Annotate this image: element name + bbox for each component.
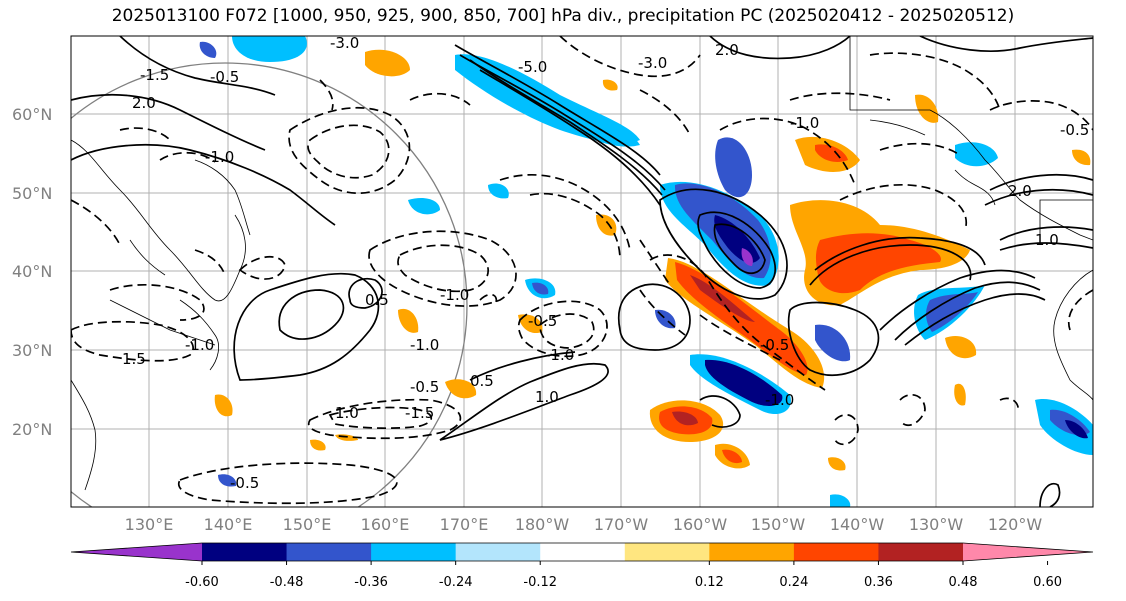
contour-label: 2.0 [715, 41, 739, 59]
contour-label: -0.5 [230, 474, 259, 492]
map-content: -3.0 -0.5 -1.5 2.0 -1.0 -5.0 -3.0 2.0 -1… [71, 34, 1093, 507]
colorbar-tick-label: 0.48 [949, 575, 978, 590]
positive-contours [71, 36, 1093, 507]
lon-label: 160°W [673, 515, 728, 534]
contour-label: 1.0 [535, 388, 559, 406]
colorbar-tick-label: 0.12 [695, 575, 724, 590]
contour-label: -0.5 [1060, 121, 1089, 139]
map-title: 2025013100 F072 [1000, 950, 925, 900, 85… [111, 6, 1015, 26]
contour-label: -0.5 [210, 68, 239, 86]
contour-label: -1.5 [140, 66, 169, 84]
lat-label: 20°N [12, 420, 52, 439]
contour-label: -1.5 [405, 404, 434, 422]
lon-label: 160°E [361, 515, 410, 534]
lon-label: 150°W [751, 515, 806, 534]
colorbar-segment [793, 543, 879, 561]
colorbar [70, 542, 1094, 562]
colorbar-tick-label: 0.24 [779, 575, 808, 590]
contour-label: -1.0 [765, 391, 794, 409]
colorbar-tick-label: -0.36 [354, 575, 388, 590]
contour-label: -0.5 [410, 378, 439, 396]
negative-contours [71, 36, 1093, 505]
domain-circle [71, 62, 468, 507]
contour-label: 0.5 [470, 372, 494, 390]
colorbar-tick-label: 0.60 [1033, 575, 1062, 590]
lat-label: 50°N [12, 184, 52, 203]
contour-label: -5.0 [518, 58, 547, 76]
colorbar-segment [624, 543, 710, 561]
colorbar-ticks: -0.60 -0.48 -0.36 -0.24 -0.12 0.12 0.24 0.36 0.4… [185, 561, 1062, 590]
colorbar-segment [878, 543, 964, 561]
colorbar-tick-label: -0.60 [185, 575, 219, 590]
colorbar-tick-label: -0.24 [439, 575, 473, 590]
colorbar-extend-low [71, 543, 202, 561]
longitude-labels: 130°E 140°E 150°E 160°E 170°E 180°W 170°… [125, 515, 1043, 534]
map-border [70, 35, 1094, 508]
contour-label: -3.0 [330, 34, 359, 52]
lat-label: 40°N [12, 262, 52, 281]
coastlines [71, 36, 1093, 491]
contour-label: -1.0 [410, 336, 439, 354]
contour-label: 1.0 [335, 404, 359, 422]
lat-label: 30°N [12, 341, 52, 360]
contour-label: -1.0 [440, 286, 469, 304]
contour-label: -1.0 [545, 346, 574, 364]
contour-label: -1.0 [205, 148, 234, 166]
lat-label: 60°N [12, 105, 52, 124]
latitude-labels: 60°N 50°N 40°N 30°N 20°N [12, 105, 52, 439]
colorbar-segment [455, 543, 541, 561]
contour-label: 1.5 [122, 350, 146, 368]
contour-label: -0.5 [528, 312, 557, 330]
contour-label: -1.0 [790, 114, 819, 132]
lon-label: 120°W [988, 515, 1043, 534]
lon-label: 140°W [830, 515, 885, 534]
colorbar-segment [286, 543, 372, 561]
colorbar-tick-label: 0.36 [864, 575, 893, 590]
lon-label: 130°W [909, 515, 964, 534]
colorbar-segment [540, 543, 626, 561]
contour-label: -3.0 [638, 54, 667, 72]
colorbar-segment [371, 543, 457, 561]
contour-label: 0.5 [365, 291, 389, 309]
lon-label: 140°E [204, 515, 253, 534]
colorbar-extend-high [963, 543, 1093, 561]
contour-label: -1.0 [185, 336, 214, 354]
lon-label: 130°E [125, 515, 174, 534]
contour-labels: -3.0 -0.5 -1.5 2.0 -1.0 -5.0 -3.0 2.0 -1… [122, 34, 1089, 492]
lon-label: 150°E [283, 515, 332, 534]
lon-label: 170°W [594, 515, 649, 534]
colorbar-tick-label: -0.48 [270, 575, 304, 590]
lon-label: 180°W [515, 515, 570, 534]
precip-shading [199, 36, 1093, 507]
lon-label: 170°E [440, 515, 489, 534]
contour-label: -0.5 [760, 336, 789, 354]
colorbar-segment [709, 543, 795, 561]
contour-label: 2.0 [132, 94, 156, 112]
colorbar-segment [202, 543, 288, 561]
contour-label: 2.0 [1008, 182, 1032, 200]
colorbar-tick-label: -0.12 [523, 575, 557, 590]
contour-label: 1.0 [1035, 231, 1059, 249]
